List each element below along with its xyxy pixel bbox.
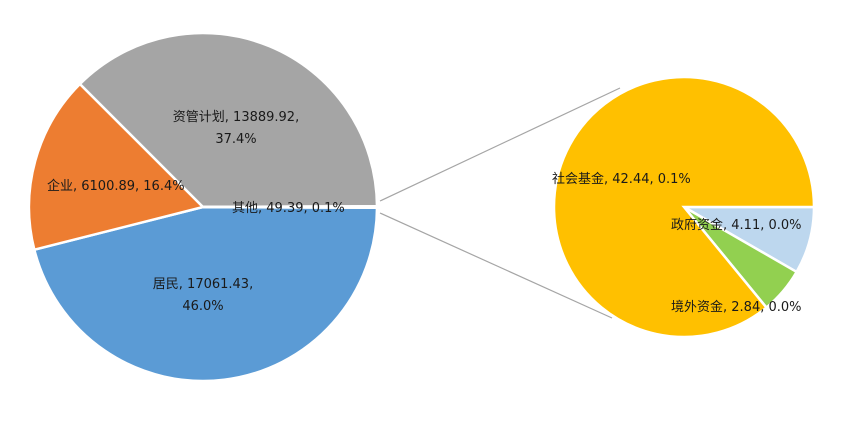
- detail-pie-label-2-line-0: 境外资金, 2.84, 0.0%: [671, 299, 802, 315]
- detail-pie: [552, 75, 816, 339]
- main-pie-label-2-line-0: 资管计划, 13889.92,: [173, 110, 299, 125]
- main-pie-slice-2: [78, 31, 379, 209]
- main-pie-slice-0: [32, 205, 379, 383]
- detail-pie-label-1-line-0: 政府资金, 4.11, 0.0%: [671, 217, 802, 233]
- main-pie-label-3-line-0: 其他, 49.39, 0.1%: [232, 201, 345, 216]
- main-pie: [27, 31, 379, 383]
- detail-pie-slice-0: [552, 75, 816, 339]
- main-pie-slice-1: [27, 82, 206, 252]
- main-pie-label-0-line-1: 46.0%: [182, 299, 223, 314]
- detail-pie-label-0-line-0: 社会基金, 42.44, 0.1%: [552, 171, 691, 187]
- connector-line-0: [379, 87, 621, 202]
- data-labels: 居民, 17061.43, 46.0% 企业, 6100.89, 16.4% 资管计划…: [47, 110, 802, 315]
- connector-line-1: [379, 212, 613, 319]
- connector-lines: [379, 87, 621, 319]
- main-pie-label-1-line-0: 企业, 6100.89, 16.4%: [47, 178, 185, 194]
- main-pie-label-2-line-1: 37.4%: [215, 132, 256, 147]
- main-pie-label-0-line-0: 居民, 17061.43,: [153, 277, 253, 292]
